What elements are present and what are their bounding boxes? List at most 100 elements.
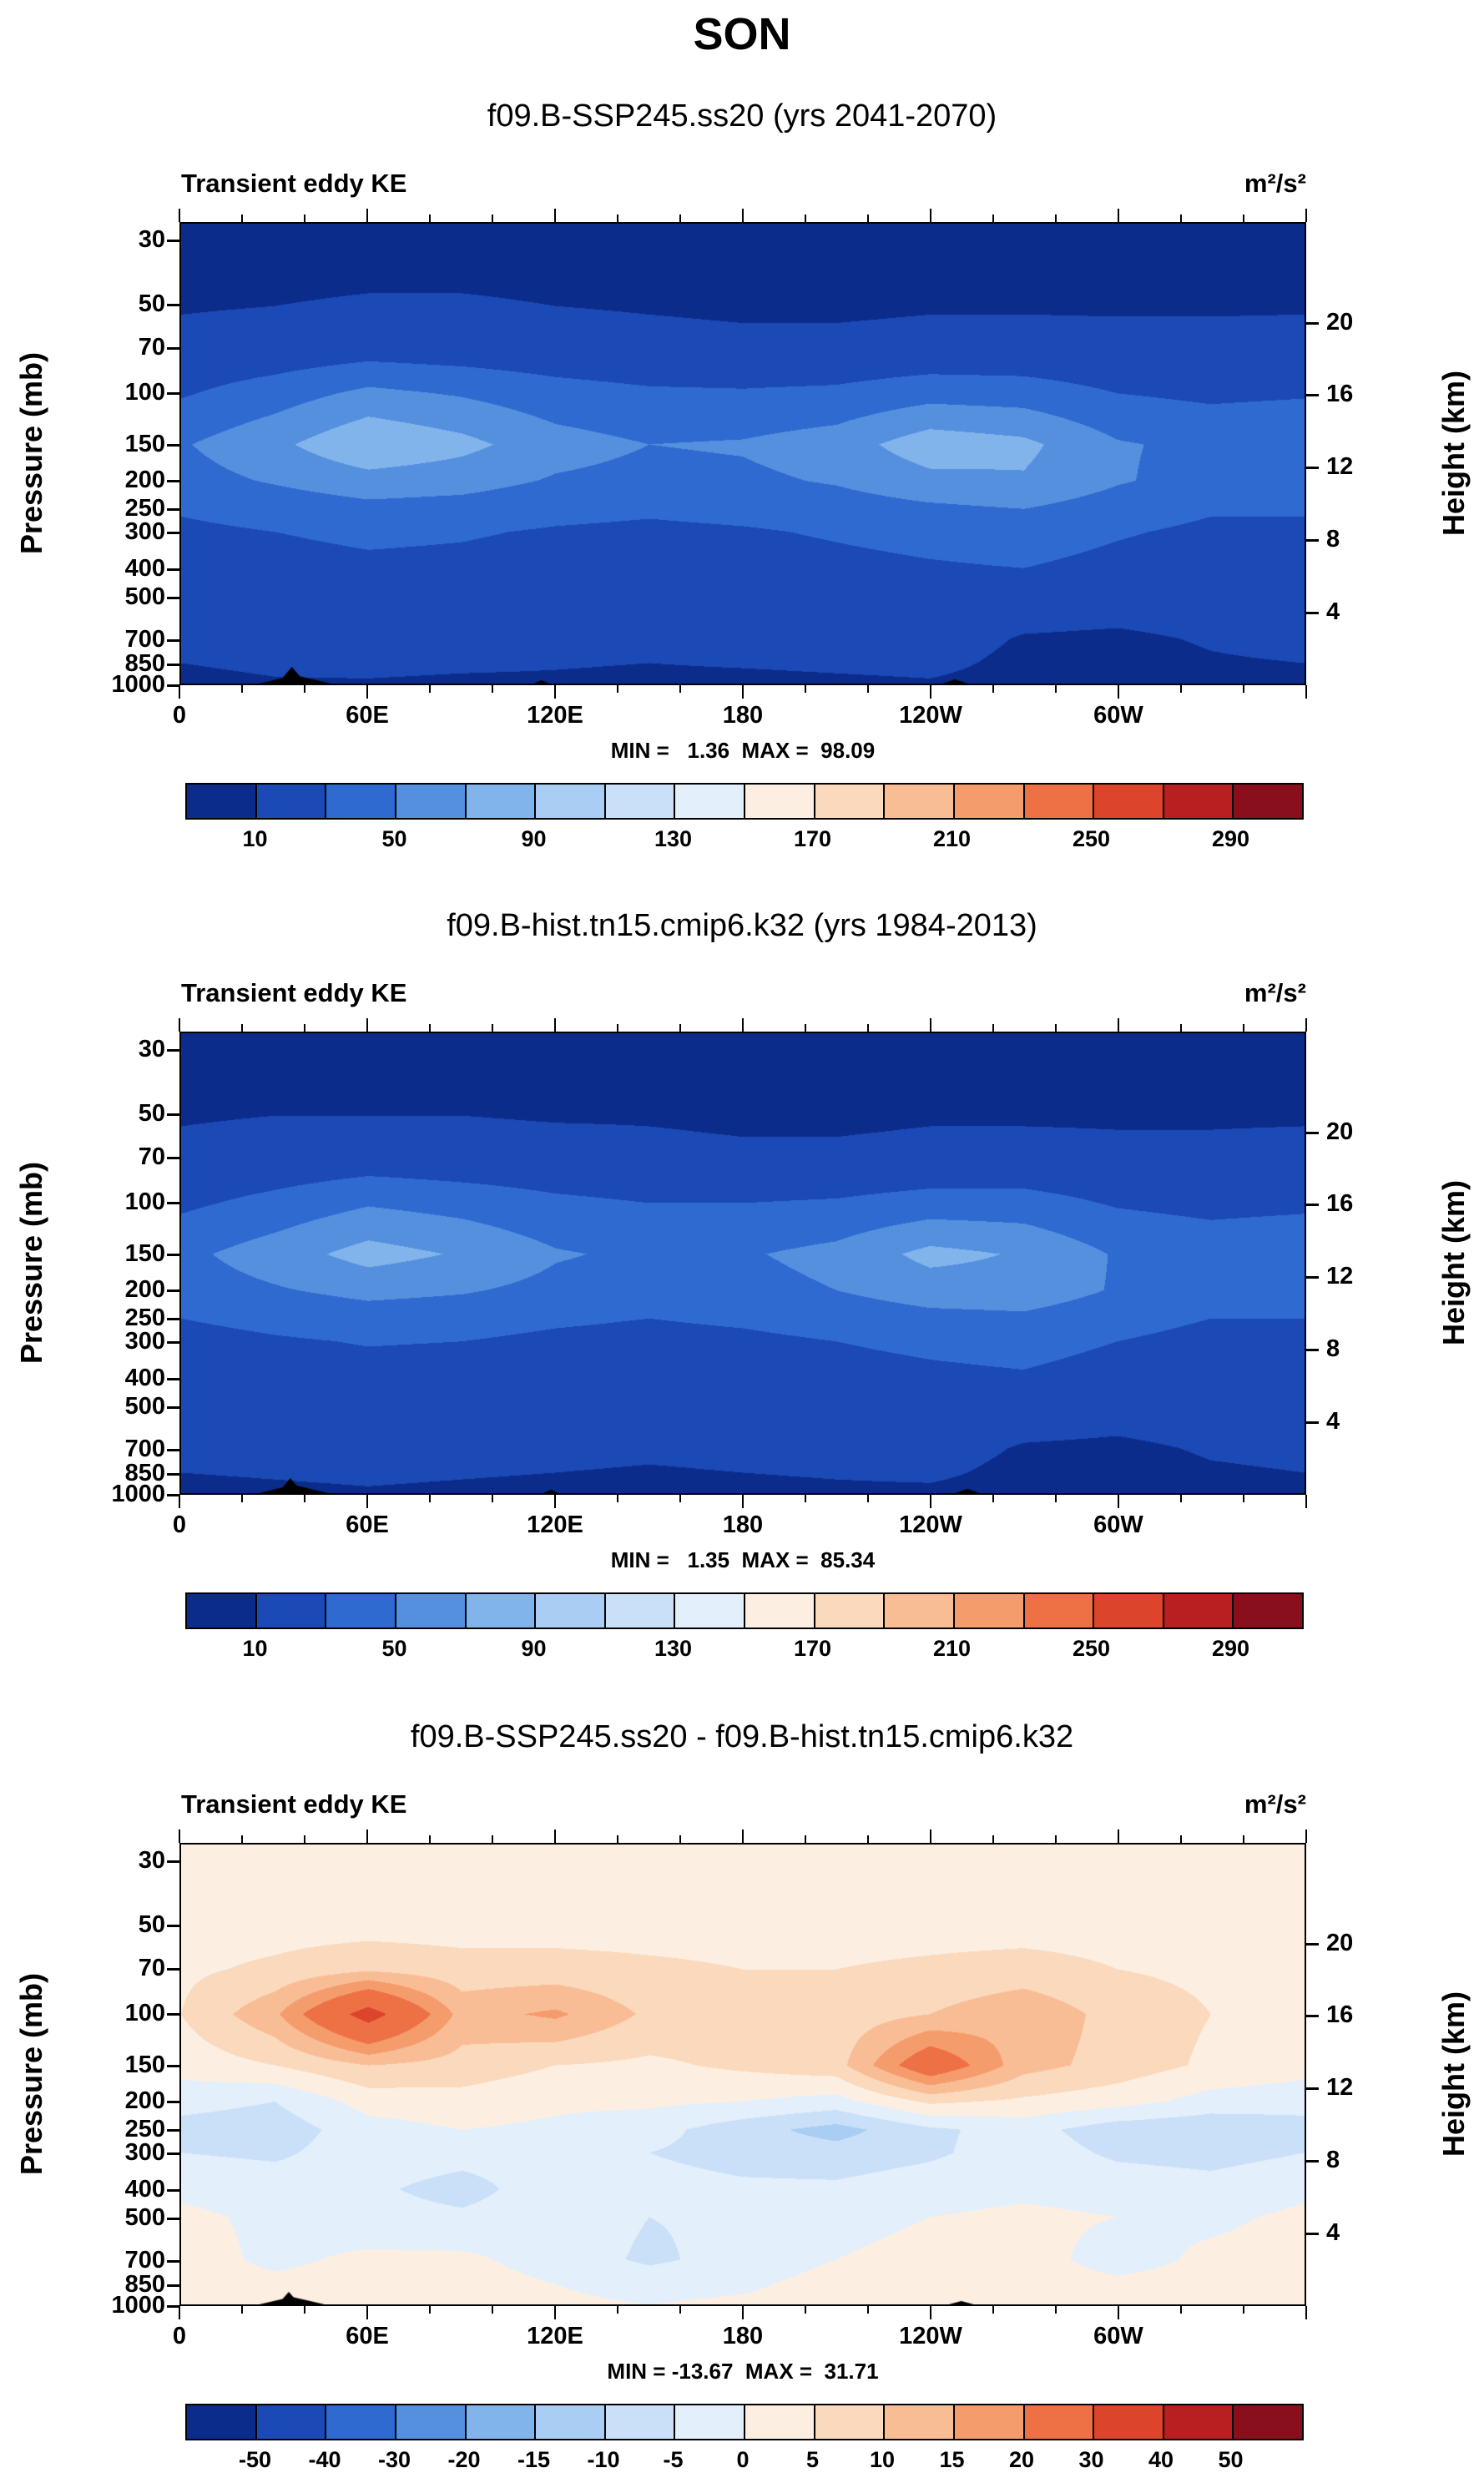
lon-axis-tick	[867, 2306, 869, 2314]
lon-axis-tick	[805, 1495, 806, 1502]
pressure-tick-label: 100	[124, 1999, 165, 2026]
colorbar-tick-label: -30	[377, 2447, 411, 2472]
lon-axis-tick	[992, 685, 994, 693]
contour-plot	[179, 1032, 1306, 1495]
lon-axis-tick	[1305, 209, 1307, 222]
colorbar-tick-label: -20	[447, 2447, 481, 2472]
pressure-tick-label: 850	[124, 1460, 165, 1487]
colorbar-segment	[815, 1594, 886, 1628]
field-label: Transient eddy KE	[181, 1789, 407, 1819]
height-axis-title: Height (km)	[1436, 1991, 1471, 2157]
pressure-axis-tick	[167, 596, 179, 599]
colorbar-segment	[326, 2405, 396, 2439]
lon-axis-tick	[930, 1829, 931, 1843]
panel-title: f09.B-SSP245.ss20 - f09.B-hist.tn15.cmip…	[410, 1719, 1074, 1754]
pressure-axis-tick	[167, 1494, 179, 1496]
lon-axis-tick	[304, 1495, 305, 1502]
lon-tick-label: 60W	[1093, 1512, 1143, 1538]
panel-historical: f09.B-hist.tn15.cmip6.k32 (yrs 1984-2013…	[0, 908, 1484, 1668]
lon-axis-tick	[867, 1495, 869, 1502]
height-tick-label: 8	[1326, 526, 1340, 553]
lon-axis-tick	[679, 214, 681, 222]
colorbar-segment	[396, 1594, 467, 1628]
lon-axis-tick	[617, 214, 618, 222]
height-axis-tick	[1306, 321, 1319, 325]
lon-axis-tick	[805, 214, 806, 222]
pressure-axis-tick	[167, 1340, 179, 1344]
lon-axis-tick	[241, 1835, 243, 1843]
pressure-axis-title: Pressure (mb)	[14, 1161, 48, 1365]
pressure-tick-label: 70	[138, 1954, 165, 1981]
colorbar-segment	[466, 785, 537, 818]
lon-axis-tick	[366, 1018, 368, 1032]
lon-axis-tick	[366, 1829, 368, 1843]
pressure-tick-label: 850	[124, 650, 165, 678]
lon-axis-tick	[1180, 2306, 1182, 2314]
colorbar-tick-label: 210	[932, 1636, 972, 1661]
contour-plot	[179, 1843, 1306, 2306]
lon-axis-tick	[429, 685, 431, 693]
lon-axis-tick	[617, 1835, 618, 1843]
height-tick-label: 12	[1326, 2074, 1354, 2102]
pressure-axis-tick	[167, 1448, 179, 1451]
colorbar	[185, 2404, 1304, 2440]
height-axis-tick	[1306, 1349, 1319, 1352]
lon-axis-tick	[492, 1835, 493, 1843]
pressure-tick-label: 250	[124, 495, 165, 522]
colorbar-tick-label: 170	[793, 826, 832, 851]
colorbar-tick-label: 250	[1072, 826, 1111, 851]
pressure-tick-label: 500	[124, 583, 165, 610]
pressure-axis-tick	[167, 1406, 179, 1409]
pressure-axis-tick	[167, 664, 179, 667]
lon-axis-tick	[742, 1829, 744, 1843]
lon-tick-label: 60E	[346, 2323, 389, 2349]
lon-axis-tick	[1055, 1835, 1057, 1843]
colorbar-segment	[536, 785, 606, 818]
pressure-axis-tick	[167, 684, 179, 687]
panel-title: f09.B-hist.tn15.cmip6.k32 (yrs 1984-2013…	[447, 908, 1037, 943]
colorbar-segment	[1163, 2405, 1234, 2439]
lon-axis-tick	[366, 2306, 368, 2319]
pressure-axis-tick	[167, 2129, 179, 2132]
lon-axis-tick	[867, 1024, 869, 1032]
colorbar-segment	[1234, 1594, 1302, 1628]
lon-axis-tick	[429, 214, 431, 222]
pressure-tick-label: 850	[124, 2271, 165, 2299]
pressure-tick-label: 150	[124, 430, 165, 457]
lon-axis-tick	[429, 1835, 431, 1843]
colorbar-tick-label: 250	[1072, 1636, 1111, 1661]
colorbar-segment	[466, 2405, 537, 2439]
pressure-axis-tick	[167, 2152, 179, 2155]
pressure-axis-tick	[167, 531, 179, 534]
lon-axis-tick	[492, 1024, 493, 1032]
lon-axis-tick	[867, 685, 869, 693]
pressure-tick-label: 50	[138, 290, 165, 318]
colorbar-segment	[256, 1594, 327, 1628]
colorbar-tick-label: 90	[521, 826, 547, 851]
pressure-tick-label: 250	[124, 2116, 165, 2143]
height-axis-tick	[1306, 2160, 1319, 2163]
lon-axis-tick	[679, 1835, 681, 1843]
colorbar-tick-label: 10	[869, 2447, 896, 2472]
lon-tick-label: 180	[722, 1512, 764, 1538]
colorbar-segment	[885, 1594, 955, 1628]
colorbar-segment	[885, 785, 955, 818]
height-axis-tick	[1306, 1942, 1319, 1946]
lon-axis-tick	[1118, 209, 1119, 222]
colorbar-segment	[1024, 2405, 1095, 2439]
colorbar-segment	[1234, 785, 1302, 818]
lon-axis-tick	[1055, 1495, 1057, 1502]
lon-axis-tick	[930, 2306, 931, 2319]
pressure-tick-label: 500	[124, 2203, 165, 2231]
lon-axis-tick	[617, 2306, 618, 2314]
pressure-tick-label: 200	[124, 1276, 165, 1304]
page-title: SON	[693, 9, 791, 59]
lon-tick-label: 120W	[899, 2323, 962, 2349]
colorbar-tick-label: -5	[663, 2447, 684, 2472]
pressure-axis-tick	[167, 638, 179, 642]
lon-tick-label: 120E	[527, 2323, 583, 2349]
lon-axis-tick	[554, 1829, 556, 1843]
lon-axis-tick	[179, 1829, 180, 1843]
colorbar-segment	[1163, 1594, 1234, 1628]
contour-plot	[179, 222, 1306, 685]
